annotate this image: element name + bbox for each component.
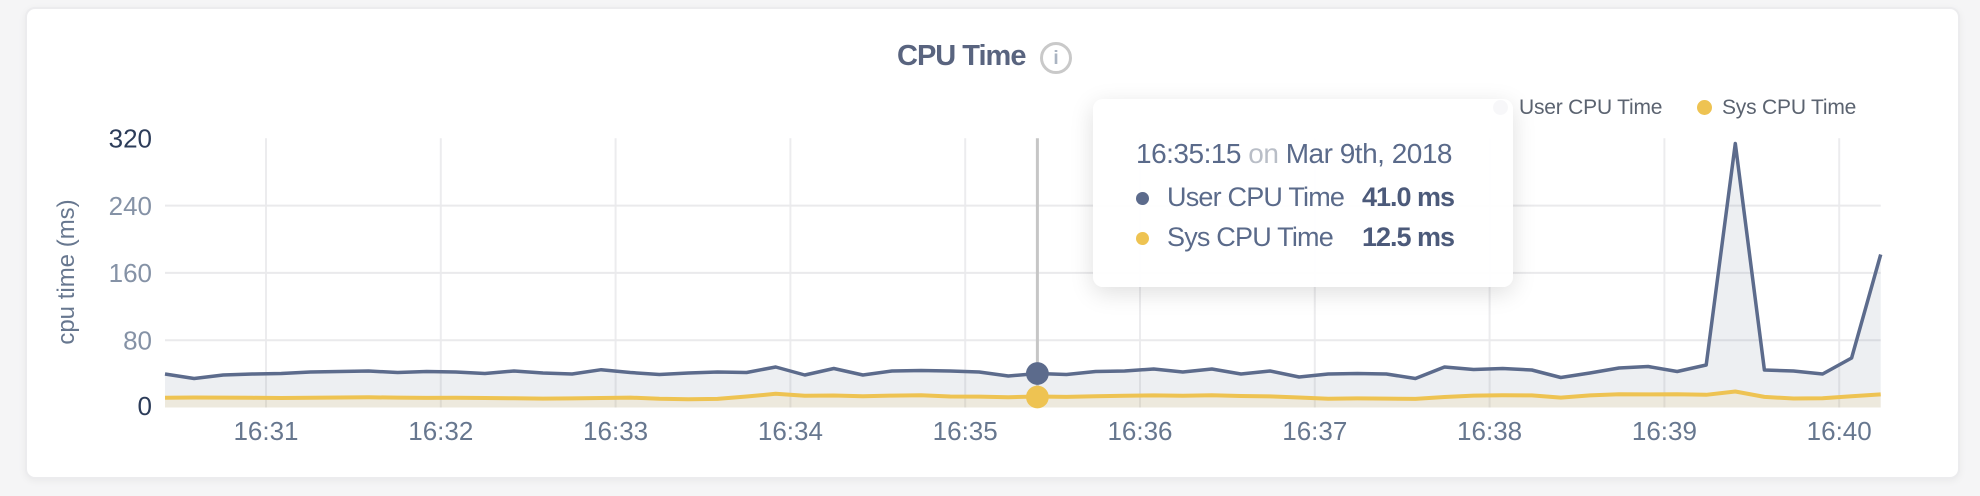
svg-text:16:32: 16:32 bbox=[408, 416, 473, 446]
svg-text:16:35: 16:35 bbox=[933, 416, 998, 446]
svg-text:16:39: 16:39 bbox=[1632, 416, 1697, 446]
svg-text:16:36: 16:36 bbox=[1107, 416, 1172, 446]
svg-text:160: 160 bbox=[109, 258, 152, 288]
svg-text:16:33: 16:33 bbox=[583, 416, 648, 446]
svg-text:cpu time (ms): cpu time (ms) bbox=[53, 199, 80, 344]
svg-text:320: 320 bbox=[109, 124, 152, 154]
svg-text:16:34: 16:34 bbox=[758, 416, 823, 446]
svg-text:80: 80 bbox=[123, 325, 152, 355]
svg-text:240: 240 bbox=[109, 191, 152, 221]
svg-text:16:37: 16:37 bbox=[1282, 416, 1347, 446]
svg-text:16:31: 16:31 bbox=[233, 416, 298, 446]
svg-text:0: 0 bbox=[138, 391, 152, 421]
svg-text:16:40: 16:40 bbox=[1807, 416, 1872, 446]
svg-text:16:38: 16:38 bbox=[1457, 416, 1522, 446]
